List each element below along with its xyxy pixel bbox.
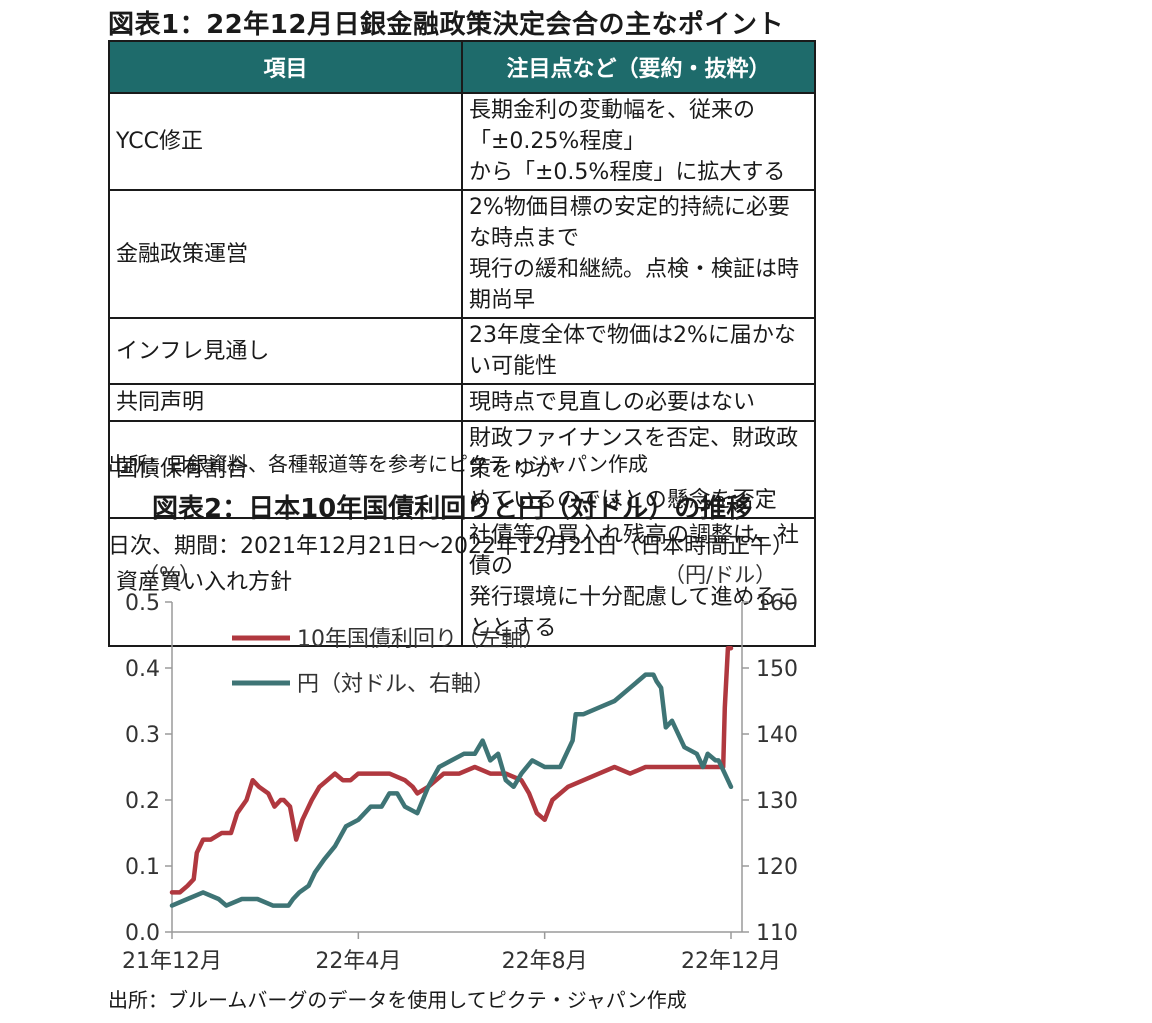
table-header-row: 項目 注目点など（要約・抜粋）: [108, 40, 816, 94]
table1-title: 図表1：22年12月日銀金融政策決定会合の主なポイント: [108, 10, 784, 40]
x-tick-label: 22年4月: [315, 949, 401, 974]
row-notes: 23年度全体で物価は2%に届かない可能性: [461, 317, 816, 385]
chart-source: 出所：ブルームバーグのデータを使用してピクテ・ジャパン作成: [108, 988, 687, 1012]
right-tick-label: 140: [756, 723, 798, 748]
table1-source: 出所：日銀資料、各種報道等を参考にピクテ・ジャパン作成: [108, 452, 648, 476]
row-notes: 財政ファイナンスを否定、財政政策をゆが めているのではとの懸念を否定: [461, 420, 816, 519]
row-notes-line: 2%物価目標の安定的持続に必要な時点まで: [469, 195, 790, 251]
right-tick-label: 120: [756, 855, 798, 880]
series-line-yen: [169, 672, 734, 908]
row-item: 共同声明: [108, 383, 463, 422]
right-tick-label: 160: [756, 591, 798, 616]
row-notes-line: 社債等の買入れ残高の調整は、社債の: [469, 523, 800, 579]
row-notes: 社債等の買入れ残高の調整は、社債の 発行環境に十分配慮して進めることとする: [461, 517, 816, 647]
table-row: 共同声明 現時点で見直しの必要はない: [108, 383, 816, 422]
row-notes-line: から「±0.5%程度」に拡大する: [469, 160, 786, 185]
row-notes-line: 現時点で見直しの必要はない: [469, 390, 756, 415]
table-row: 国債保有割合 財政ファイナンスを否定、財政政策をゆが めているのではとの懸念を否…: [108, 420, 816, 519]
left-axis-unit: （%）: [138, 563, 200, 587]
right-tick-label: 150: [756, 657, 798, 682]
right-tick-label: 110: [756, 921, 798, 946]
row-notes: 長期金利の変動幅を、従来の「±0.25%程度」 から「±0.5%程度」に拡大する: [461, 92, 816, 191]
row-notes: 2%物価目標の安定的持続に必要な時点まで 現行の緩和継続。点検・検証は時期尚早: [461, 189, 816, 319]
policy-points-table: 項目 注目点など（要約・抜粋） YCC修正 長期金利の変動幅を、従来の「±0.2…: [108, 40, 816, 647]
chart-subtitle: 日次、期間：2021年12月21日～2022年12月21日（日本時間正午）: [108, 534, 794, 559]
left-tick-label: 0.2: [125, 789, 160, 814]
row-item: YCC修正: [108, 92, 463, 191]
x-tick-label: 22年12月: [681, 949, 781, 974]
x-tick-label: 21年12月: [122, 949, 222, 974]
row-notes-line: 発行環境に十分配慮して進めることとする: [469, 585, 799, 641]
legend-label-yield: 10年国債利回り（左軸）: [297, 627, 545, 652]
row-notes-line: 長期金利の変動幅を、従来の「±0.25%程度」: [469, 98, 756, 154]
table-row: 資産買い入れ方針 社債等の買入れ残高の調整は、社債の 発行環境に十分配慮して進め…: [108, 517, 816, 647]
header-notes: 注目点など（要約・抜粋）: [461, 40, 816, 94]
row-item: 資産買い入れ方針: [108, 517, 463, 647]
row-notes-line: めているのではとの懸念を否定: [469, 488, 777, 513]
table-row: 金融政策運営 2%物価目標の安定的持続に必要な時点まで 現行の緩和継続。点検・検…: [108, 189, 816, 319]
row-item: インフレ見通し: [108, 317, 463, 385]
left-tick-label: 0.1: [125, 855, 160, 880]
series-line-yield: [169, 645, 734, 895]
legend-label-yen: 円（対ドル、右軸）: [297, 672, 495, 697]
chart-title: 図表2：日本10年国債利回りと円（対ドル）の推移: [152, 494, 753, 524]
left-tick-label: 0.5: [125, 591, 160, 616]
table-row: インフレ見通し 23年度全体で物価は2%に届かない可能性: [108, 317, 816, 385]
row-notes: 現時点で見直しの必要はない: [461, 383, 816, 422]
left-tick-label: 0.3: [125, 723, 160, 748]
left-tick-label: 0.0: [125, 921, 160, 946]
header-item: 項目: [108, 40, 463, 94]
x-tick-label: 22年8月: [502, 949, 588, 974]
row-notes-line: 財政ファイナンスを否定、財政政策をゆが: [469, 426, 799, 482]
left-tick-label: 0.4: [125, 657, 160, 682]
table-row: YCC修正 長期金利の変動幅を、従来の「±0.25%程度」 から「±0.5%程度…: [108, 92, 816, 191]
row-item: 金融政策運営: [108, 189, 463, 319]
right-axis-unit: （円/ドル）: [664, 563, 776, 587]
right-tick-label: 130: [756, 789, 798, 814]
chart-legend: 10年国債利回り（左軸） 円（対ドル、右軸）: [232, 627, 545, 697]
row-notes-line: 現行の緩和継続。点検・検証は時期尚早: [469, 257, 800, 313]
row-item: 国債保有割合: [108, 420, 463, 519]
row-notes-line: 23年度全体で物価は2%に届かない可能性: [469, 323, 796, 379]
